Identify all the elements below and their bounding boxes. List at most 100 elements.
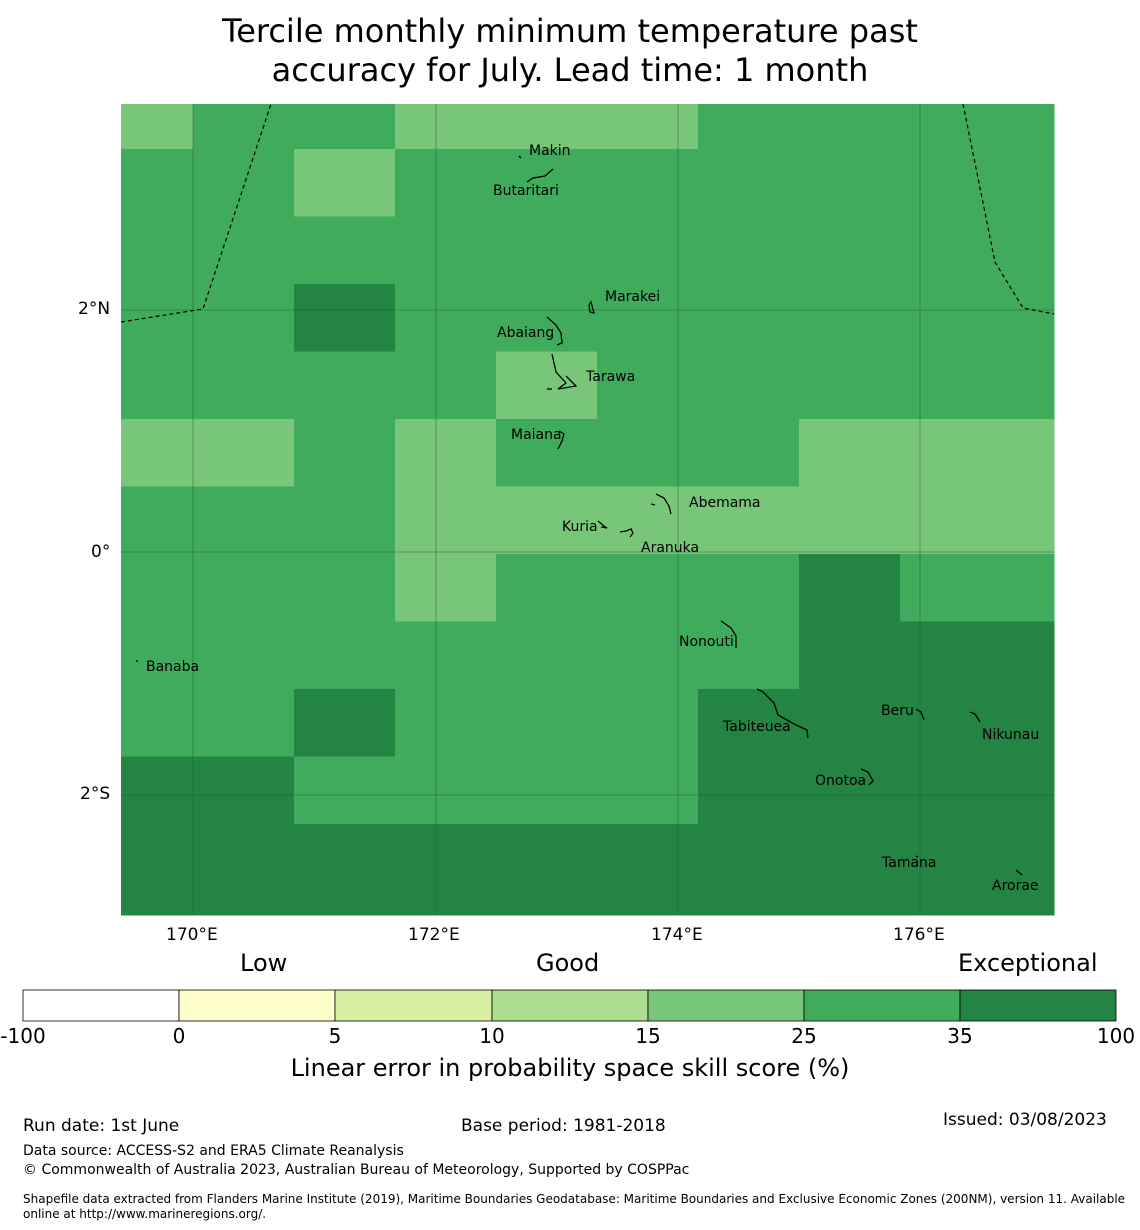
grid-cell: [193, 554, 295, 622]
grid-cell: [799, 216, 901, 285]
grid-cell: [121, 554, 194, 622]
colorbar-segment: [491, 989, 649, 1022]
copyright: © Commonwealth of Australia 2023, Austra…: [23, 1162, 690, 1178]
grid-cell: [698, 351, 800, 420]
island-label-tarawa: Tarawa: [585, 369, 635, 385]
coast-abemama: [655, 493, 672, 515]
grid-cell: [395, 756, 497, 825]
graticule: [121, 104, 1054, 915]
colorbar-segment: [647, 989, 805, 1022]
grid-cell: [294, 351, 396, 420]
grid-cell: [698, 756, 800, 825]
base-period: Base period: 1981-2018: [461, 1116, 666, 1136]
grid-cell: [597, 756, 699, 825]
coast-marakei: [588, 300, 595, 314]
colorbar-tick: 35: [947, 1024, 973, 1048]
grid-cell: [597, 284, 699, 352]
colorbar-segment: [334, 989, 493, 1022]
grid-cell: [799, 351, 901, 420]
grid-cell: [496, 149, 598, 217]
grid-cell: [395, 104, 497, 150]
island-label-makin: Makin: [529, 143, 571, 159]
colorbar: [22, 989, 1117, 1022]
grid-cell: [900, 351, 1002, 420]
grid-cell: [1001, 554, 1055, 622]
grid-cell: [900, 104, 1002, 150]
grid-cell: [698, 621, 800, 690]
maritime-boundaries: [120, 103, 1055, 323]
grid-cell: [395, 284, 497, 352]
grid-cell: [1001, 689, 1055, 757]
grid-cell: [395, 149, 497, 217]
grid-cell: [597, 689, 699, 757]
coast-onotoa: [860, 768, 874, 786]
colorbar-title: Linear error in probability space skill …: [290, 1054, 850, 1082]
grid-cell: [121, 824, 194, 916]
grid-cell: [294, 689, 396, 757]
shapefile-credit-line-1: Shapefile data extracted from Flanders M…: [23, 1192, 1126, 1206]
category-good: Good: [536, 949, 600, 977]
shapefile-credit-line-2: online at http://www.marineregions.org/.: [23, 1207, 267, 1221]
island-label-tamana: Tamana: [881, 855, 936, 871]
grid-cell: [900, 419, 1002, 487]
grid-cell: [193, 756, 295, 825]
issued-date: Issued: 03/08/2023: [943, 1110, 1107, 1130]
colorbar-segment: [178, 989, 336, 1022]
grid-cell: [294, 284, 396, 352]
grid-cell: [698, 419, 800, 487]
grid-cell: [496, 554, 598, 622]
colorbar-tick: 100: [1096, 1024, 1136, 1048]
grid-cell: [799, 621, 901, 690]
lon-tick-176: 176°E: [893, 925, 945, 945]
grid-cell: [900, 554, 1002, 622]
grid-cell: [597, 104, 699, 150]
island-label-kuria: Kuria: [562, 519, 598, 535]
grid-cell: [1001, 284, 1055, 352]
grid-cell: [597, 554, 699, 622]
grid-cell: [395, 824, 497, 916]
coast-abemama-west: [650, 503, 656, 506]
eez-boundary-east: [962, 103, 1055, 315]
island-label-marakei: Marakei: [605, 289, 660, 305]
category-low: Low: [240, 949, 288, 977]
run-date: Run date: 1st June: [23, 1116, 180, 1136]
skill-map: Makin Butaritari Marakei Abaiang Tarawa …: [120, 103, 1055, 916]
island-label-arorae: Arorae: [992, 878, 1039, 894]
grid-cell: [698, 486, 800, 555]
chart-title: Tercile monthly minimum temperature past…: [0, 12, 1140, 90]
coast-tamana: [915, 855, 919, 858]
grid-cell: [799, 554, 901, 622]
coast-makin: [518, 155, 522, 159]
colorbar-tick: 25: [791, 1024, 817, 1048]
grid-cell: [193, 824, 295, 916]
coast-kuria: [597, 520, 608, 529]
grid-cell: [597, 216, 699, 285]
coast-nikunau: [969, 711, 981, 723]
grid-cell: [900, 486, 1002, 555]
island-label-aranuka: Aranuka: [641, 540, 699, 556]
grid-cell: [496, 486, 598, 555]
grid-cell: [900, 756, 1002, 825]
coast-abaiang: [546, 316, 563, 346]
grid-cell: [698, 216, 800, 285]
grid-cell: [496, 689, 598, 757]
island-label-nonouti: Nonouti: [679, 634, 734, 650]
grid-cell: [121, 621, 194, 690]
eez-boundary-west: [120, 103, 272, 323]
grid-cell: [496, 216, 598, 285]
grid-cell: [597, 824, 699, 916]
grid-cell: [193, 419, 295, 487]
grid-cell: [1001, 104, 1055, 150]
colorbar-segment: [803, 989, 961, 1022]
lon-tick-170: 170°E: [166, 925, 218, 945]
skill-grid: [121, 104, 1055, 916]
grid-cell: [121, 284, 194, 352]
colorbar-tick: 10: [479, 1024, 505, 1048]
grid-cell: [799, 284, 901, 352]
grid-cell: [294, 486, 396, 555]
island-label-abemama: Abemama: [689, 495, 761, 511]
grid-cell: [294, 554, 396, 622]
grid-cell: [698, 104, 800, 150]
grid-cell: [395, 689, 497, 757]
island-label-beru: Beru: [881, 703, 914, 719]
